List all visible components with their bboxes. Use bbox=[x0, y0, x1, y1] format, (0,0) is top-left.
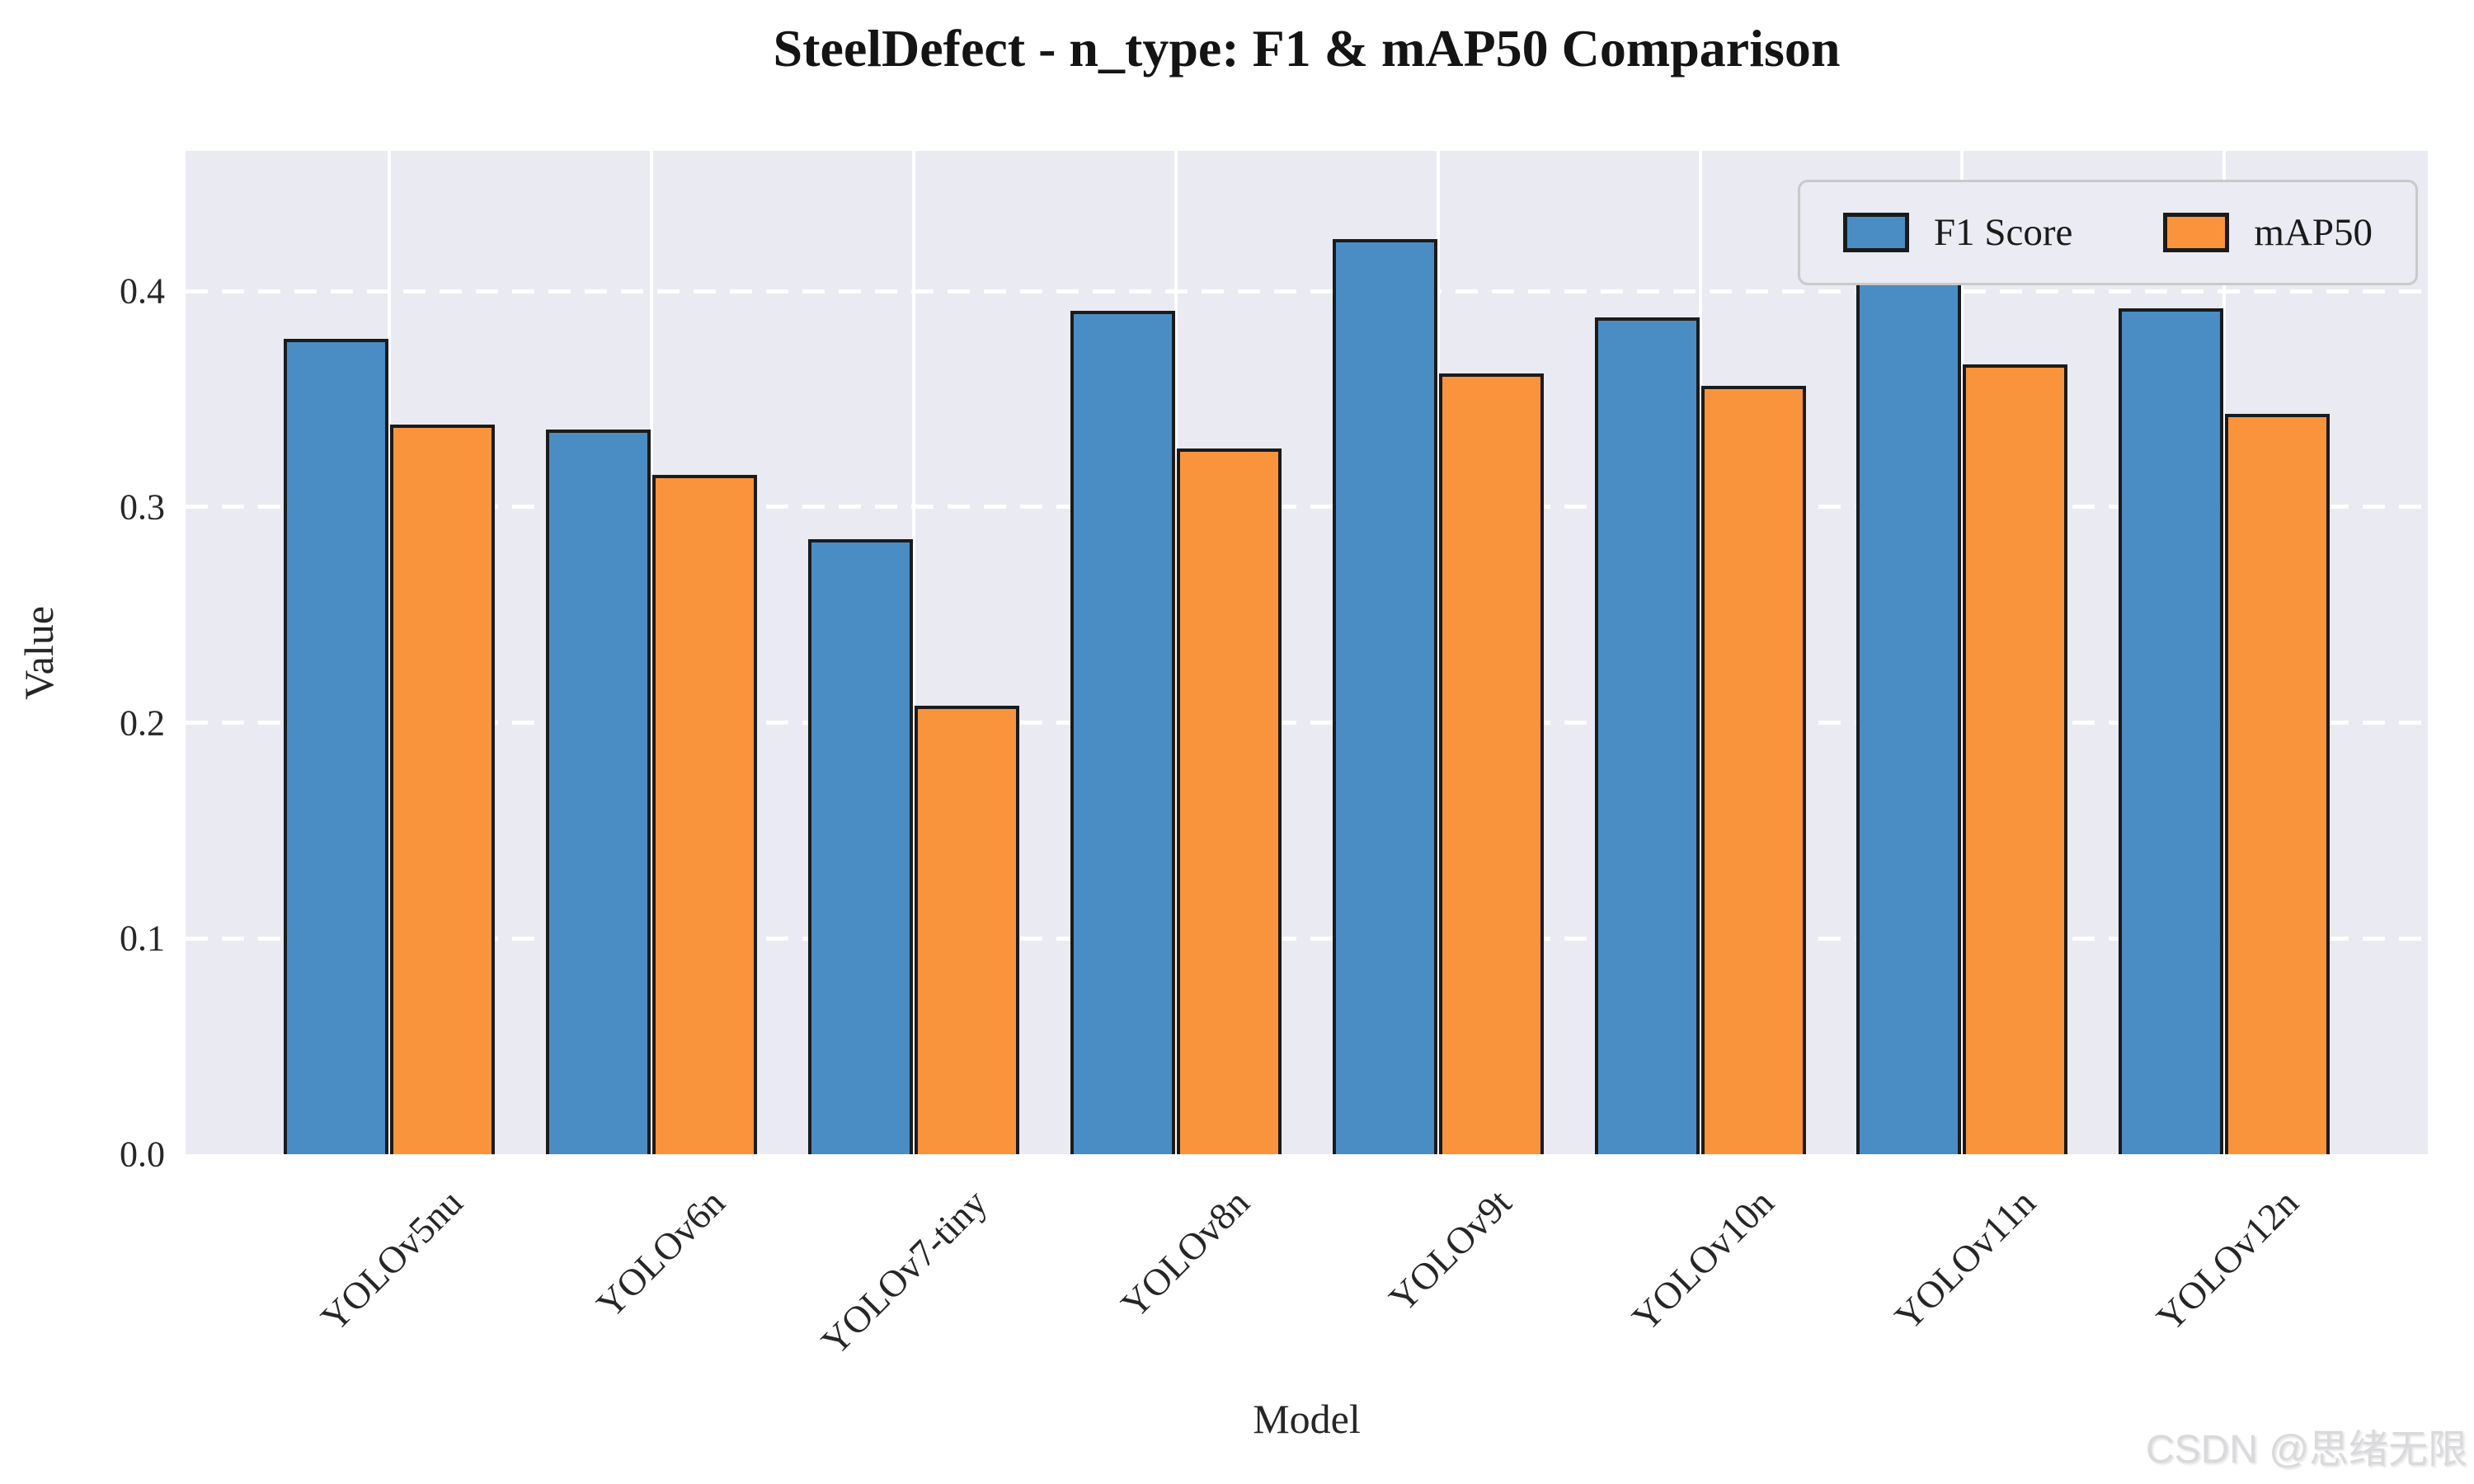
x-gridline bbox=[1436, 151, 1440, 1154]
bar-map50-yolov8n bbox=[1176, 448, 1282, 1154]
y-axis-label: Value bbox=[16, 606, 62, 700]
map50-swatch-icon bbox=[2163, 213, 2230, 252]
bar-f1-score-yolov9t bbox=[1332, 239, 1437, 1154]
bar-map50-yolov12n bbox=[2225, 414, 2331, 1154]
chart-title: SteelDefect - n_type: F1 & mAP50 Compari… bbox=[773, 19, 1841, 77]
bar-map50-yolov11n bbox=[1963, 364, 2068, 1154]
y-gridline bbox=[186, 505, 2428, 510]
bar-f1-score-yolov5nu bbox=[284, 338, 388, 1154]
y-tick-label: 0.2 bbox=[120, 702, 165, 744]
x-tick-label-yolov11n: YOLOv11n bbox=[1886, 1181, 2044, 1338]
y-gridline bbox=[186, 289, 2428, 294]
legend-entry-map50: mAP50 bbox=[2163, 210, 2373, 255]
bar-map50-yolov10n bbox=[1700, 386, 1806, 1154]
bar-map50-yolov7-tiny bbox=[914, 705, 1019, 1154]
legend-label-f1: F1 Score bbox=[1934, 211, 2073, 254]
watermark: CSDN @思绪无限 bbox=[2145, 1428, 2467, 1472]
x-gridline bbox=[1174, 151, 1178, 1154]
bar-f1-score-yolov6n bbox=[545, 429, 651, 1154]
legend-entry-f1: F1 Score bbox=[1843, 210, 2072, 255]
bar-map50-yolov9t bbox=[1438, 373, 1544, 1154]
x-gridline bbox=[911, 151, 915, 1154]
x-gridline bbox=[2222, 151, 2227, 1154]
y-tick-label: 0.0 bbox=[120, 1134, 165, 1175]
x-gridline bbox=[649, 151, 653, 1154]
x-gridline bbox=[1698, 151, 1702, 1154]
legend: F1 Score mAP50 bbox=[1798, 180, 2418, 285]
x-gridline bbox=[1960, 151, 1964, 1154]
bar-f1-score-yolov12n bbox=[2119, 308, 2224, 1154]
x-tick-label-yolov9t: YOLOv9t bbox=[1380, 1181, 1520, 1320]
x-tick-label-yolov5nu: YOLOv5nu bbox=[313, 1181, 471, 1340]
bar-f1-score-yolov11n bbox=[1856, 269, 1962, 1154]
plot-area bbox=[186, 151, 2428, 1154]
y-gridline bbox=[186, 936, 2428, 941]
y-tick-label: 0.3 bbox=[120, 486, 165, 528]
bar-map50-yolov5nu bbox=[390, 425, 495, 1154]
x-tick-label-yolov7-tiny: YOLOv7-tiny bbox=[813, 1181, 995, 1364]
x-tick-label-yolov10n: YOLOv10n bbox=[1623, 1181, 1782, 1340]
f1-score-swatch-icon bbox=[1843, 213, 1909, 252]
bar-f1-score-yolov7-tiny bbox=[807, 539, 913, 1154]
x-gridline bbox=[388, 151, 391, 1154]
x-tick-label-yolov8n: YOLOv8n bbox=[1112, 1181, 1258, 1326]
x-tick-label-yolov6n: YOLOv6n bbox=[588, 1181, 733, 1326]
bar-f1-score-yolov10n bbox=[1594, 317, 1700, 1154]
bar-map50-yolov6n bbox=[651, 474, 757, 1154]
x-axis-label: Model bbox=[1253, 1396, 1361, 1442]
y-gridline bbox=[186, 721, 2428, 726]
x-tick-label-yolov12n: YOLOv12n bbox=[2147, 1181, 2307, 1340]
legend-label-map50: mAP50 bbox=[2254, 211, 2373, 254]
y-tick-label: 0.1 bbox=[120, 918, 165, 959]
bar-f1-score-yolov8n bbox=[1070, 310, 1175, 1154]
y-tick-label: 0.4 bbox=[120, 270, 165, 312]
